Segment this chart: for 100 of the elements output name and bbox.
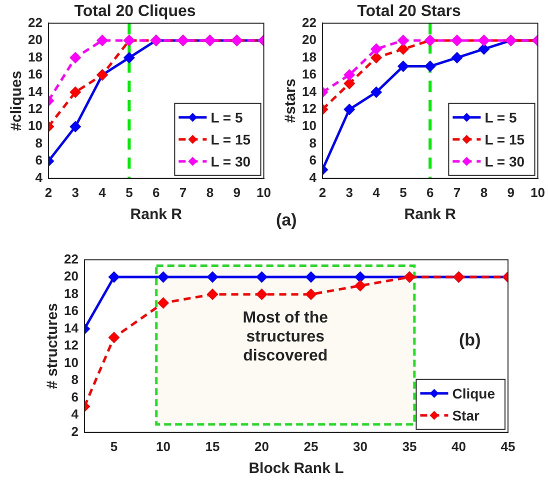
y-tick-label: 6 bbox=[309, 152, 316, 168]
legend-label: Clique bbox=[452, 385, 496, 402]
y-tick-label: 16 bbox=[28, 66, 42, 82]
x-tick-label: 4 bbox=[372, 184, 381, 200]
x-tick-label: 25 bbox=[304, 438, 318, 454]
x-tick-label: 9 bbox=[507, 184, 514, 200]
x-tick-label: 20 bbox=[254, 438, 269, 454]
point bbox=[108, 332, 120, 343]
x-tick-label: 3 bbox=[72, 184, 79, 200]
point bbox=[97, 35, 108, 46]
x-tick-label: 3 bbox=[346, 184, 353, 200]
y-tick-label: 6 bbox=[35, 152, 42, 168]
y-tick-label: 18 bbox=[302, 49, 316, 64]
x-axis-title: Rank R bbox=[130, 206, 182, 224]
point bbox=[306, 272, 316, 282]
point bbox=[371, 52, 382, 63]
x-tick-label: 30 bbox=[353, 438, 368, 454]
x-tick-label: 5 bbox=[110, 438, 118, 454]
point bbox=[70, 86, 81, 98]
y-tick-label: 20 bbox=[28, 32, 42, 48]
y-tick-label: 10 bbox=[64, 354, 78, 370]
x-tick-label: 45 bbox=[500, 438, 516, 454]
point bbox=[70, 52, 81, 63]
y-tick-label: 22 bbox=[302, 14, 316, 30]
point bbox=[256, 289, 268, 300]
point bbox=[452, 52, 462, 63]
x-tick-label: 35 bbox=[402, 438, 417, 454]
point bbox=[344, 78, 355, 89]
y-tick-label: 14 bbox=[64, 320, 80, 336]
point bbox=[478, 44, 490, 54]
y-tick-label: 16 bbox=[302, 66, 316, 82]
y-tick-label: 4 bbox=[35, 170, 44, 185]
x-tick-label: 8 bbox=[480, 184, 488, 200]
x-tick-label: 10 bbox=[156, 438, 170, 454]
chart-title: Total 20 Stars bbox=[357, 3, 461, 20]
x-tick-label: 7 bbox=[453, 184, 461, 200]
x-tick-label: 4 bbox=[98, 184, 107, 200]
legend-label: L = 5 bbox=[484, 109, 517, 126]
point bbox=[207, 289, 218, 300]
x-tick-label: 10 bbox=[530, 184, 546, 200]
y-tick-label: 16 bbox=[64, 303, 78, 318]
x-tick-label: 10 bbox=[256, 184, 272, 200]
y-tick-label: 4 bbox=[71, 406, 80, 422]
y-tick-label: 4 bbox=[309, 170, 318, 185]
point bbox=[371, 86, 382, 98]
point bbox=[398, 35, 408, 46]
point bbox=[398, 44, 408, 54]
legend-label: L = 30 bbox=[210, 153, 251, 170]
x-tick-label: 6 bbox=[426, 184, 434, 200]
y-tick-label: 22 bbox=[64, 251, 78, 266]
point bbox=[256, 272, 268, 282]
y-tick-label: 20 bbox=[302, 32, 316, 48]
point bbox=[398, 61, 408, 72]
y-axis-title: #cliques bbox=[8, 70, 26, 131]
legend-label: L = 15 bbox=[484, 131, 525, 148]
x-tick-label: 5 bbox=[400, 184, 407, 200]
y-tick-label: 6 bbox=[71, 389, 78, 404]
point bbox=[306, 289, 316, 300]
legend-label: L = 30 bbox=[484, 153, 525, 170]
point bbox=[355, 272, 366, 282]
y-tick-label: 18 bbox=[64, 286, 78, 301]
x-axis-title: Block Rank L bbox=[248, 460, 344, 478]
y-tick-label: 18 bbox=[28, 49, 42, 64]
y-tick-label: 8 bbox=[35, 135, 42, 150]
legend-label: L = 5 bbox=[210, 109, 243, 126]
x-tick-label: 6 bbox=[152, 184, 160, 200]
x-axis-title: Rank R bbox=[404, 206, 456, 224]
point bbox=[424, 61, 436, 72]
x-tick-label: 9 bbox=[233, 184, 240, 200]
y-tick-label: 20 bbox=[64, 268, 78, 284]
y-tick-label: 10 bbox=[302, 118, 316, 134]
y-tick-label: 2 bbox=[71, 424, 78, 439]
y-tick-label: 8 bbox=[71, 372, 78, 388]
y-tick-label: 12 bbox=[28, 101, 42, 116]
y-tick-label: 12 bbox=[64, 338, 78, 353]
x-tick-label: 40 bbox=[452, 438, 466, 454]
legend-label: Star bbox=[452, 407, 480, 424]
annotation: (b) bbox=[459, 330, 481, 350]
y-axis-title: #stars bbox=[282, 78, 300, 123]
point bbox=[344, 104, 355, 115]
y-tick-label: 8 bbox=[309, 135, 316, 150]
y-tick-label: 22 bbox=[28, 14, 42, 30]
chart-title: Total 20 Cliques bbox=[74, 3, 196, 20]
point bbox=[207, 272, 218, 282]
point bbox=[355, 280, 366, 291]
x-tick-label: 8 bbox=[206, 184, 214, 200]
x-tick-label: 15 bbox=[205, 438, 220, 454]
y-tick-label: 14 bbox=[28, 84, 44, 99]
point bbox=[371, 44, 382, 54]
y-tick-label: 10 bbox=[28, 118, 42, 134]
text: (a) bbox=[276, 210, 297, 230]
legend-label: L = 15 bbox=[210, 131, 251, 148]
point bbox=[108, 272, 120, 282]
y-tick-label: 14 bbox=[302, 84, 318, 99]
y-axis-title: # structures bbox=[44, 303, 62, 390]
point bbox=[158, 272, 169, 282]
y-tick-label: 12 bbox=[302, 101, 316, 116]
band-label: Most of the structures discovered bbox=[242, 310, 328, 365]
x-tick-label: 5 bbox=[126, 184, 133, 200]
point bbox=[344, 70, 355, 80]
